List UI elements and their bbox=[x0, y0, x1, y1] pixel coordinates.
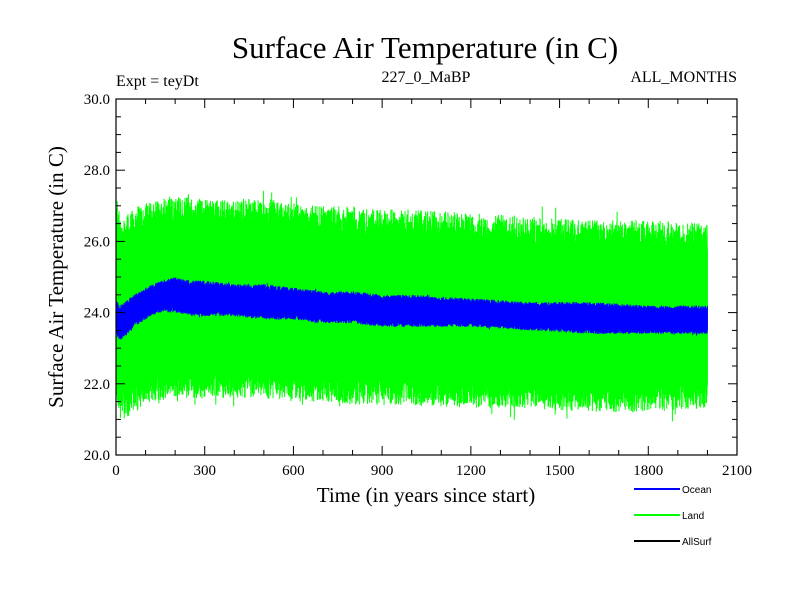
x-tick-label: 1200 bbox=[456, 463, 486, 479]
y-tick-label: 26.0 bbox=[84, 234, 110, 250]
x-tick-label: 0 bbox=[112, 463, 120, 479]
chart-subtitle-right: ALL_MONTHS bbox=[630, 69, 737, 86]
chart-subtitle-left: Expt = teyDt bbox=[116, 73, 199, 90]
legend-label-land: Land bbox=[682, 511, 704, 522]
y-tick-label: 24.0 bbox=[84, 306, 110, 322]
legend-label-ocean: Ocean bbox=[682, 485, 711, 496]
legend-label-allsurf: AllSurf bbox=[682, 537, 712, 548]
legend: Ocean Land AllSurf bbox=[634, 485, 712, 548]
series-line-ocean bbox=[115, 277, 708, 340]
y-axis-label: Surface Air Temperature (in C) bbox=[44, 146, 68, 408]
x-tick-label: 300 bbox=[193, 463, 216, 479]
x-tick-label: 1800 bbox=[633, 463, 663, 479]
chart-subtitle-center: 227_0_MaBP bbox=[382, 69, 471, 86]
y-tick-label: 22.0 bbox=[84, 377, 110, 393]
y-tick-label: 20.0 bbox=[84, 448, 110, 464]
series-ocean bbox=[115, 277, 708, 340]
y-tick-label: 28.0 bbox=[84, 163, 110, 179]
x-tick-label: 1500 bbox=[545, 463, 575, 479]
x-tick-label: 2100 bbox=[722, 463, 752, 479]
x-tick-label: 900 bbox=[371, 463, 394, 479]
x-axis-label: Time (in years since start) bbox=[317, 483, 536, 507]
y-tick-label: 30.0 bbox=[84, 92, 110, 108]
chart-title: Surface Air Temperature (in C) bbox=[232, 30, 618, 65]
x-tick-label: 600 bbox=[282, 463, 305, 479]
